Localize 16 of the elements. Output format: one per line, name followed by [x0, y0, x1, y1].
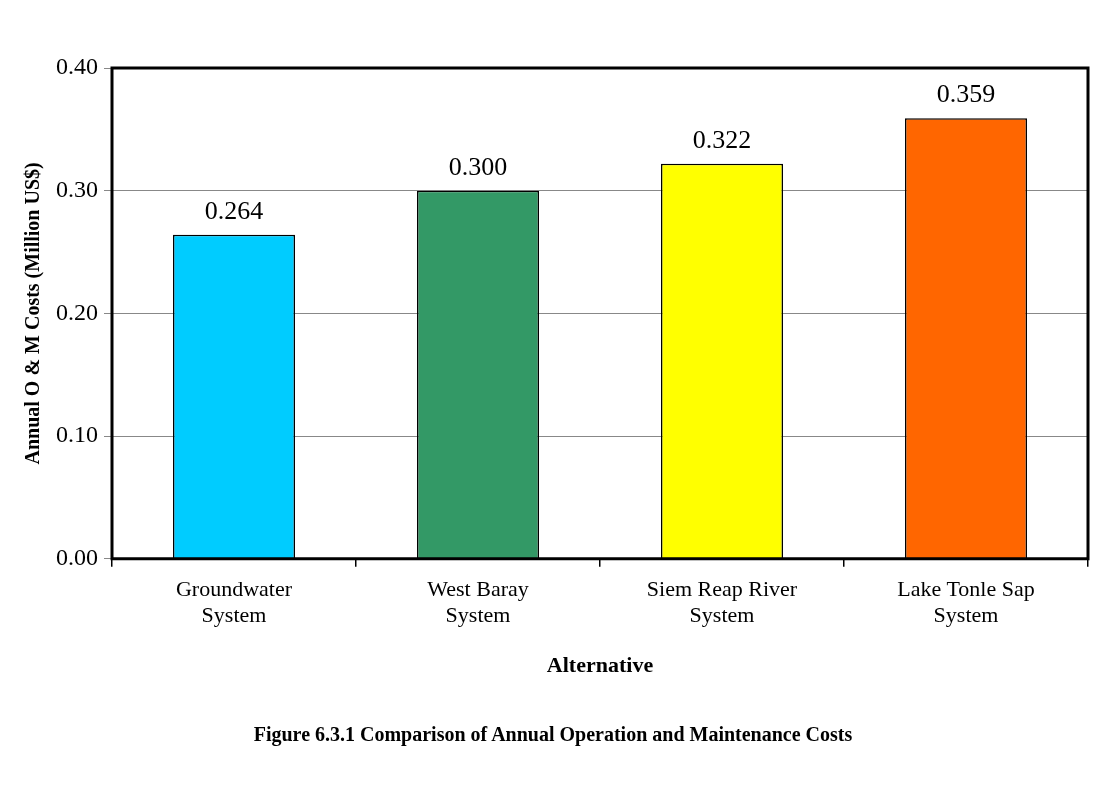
x-tick-label: Lake Tonle Sap System — [897, 575, 1035, 628]
y-axis-title: Annual O & M Costs (Million US$) — [21, 162, 45, 465]
data-label: 0.322 — [692, 124, 752, 154]
y-tick-label: 0.20 — [56, 298, 98, 325]
data-label: 0.300 — [448, 151, 508, 181]
y-tick-label: 0.00 — [56, 544, 98, 571]
y-tick-label: 0.30 — [56, 176, 98, 202]
x-tick-label: Groundwater System — [175, 575, 293, 628]
x-tick-label: West Baray System — [427, 575, 529, 628]
y-tick-label: 0.10 — [56, 421, 98, 448]
data-label: 0.359 — [936, 79, 996, 109]
text: Figure 6.3.1 Comparison of Annual Operation and Maintenance Costs — [253, 723, 853, 747]
data-label: 0.264 — [204, 195, 264, 225]
y-tick-label: 0.40 — [56, 53, 98, 80]
x-axis-title: Alternative — [546, 652, 654, 678]
x-tick-label: Siem Reap River System — [646, 575, 798, 628]
